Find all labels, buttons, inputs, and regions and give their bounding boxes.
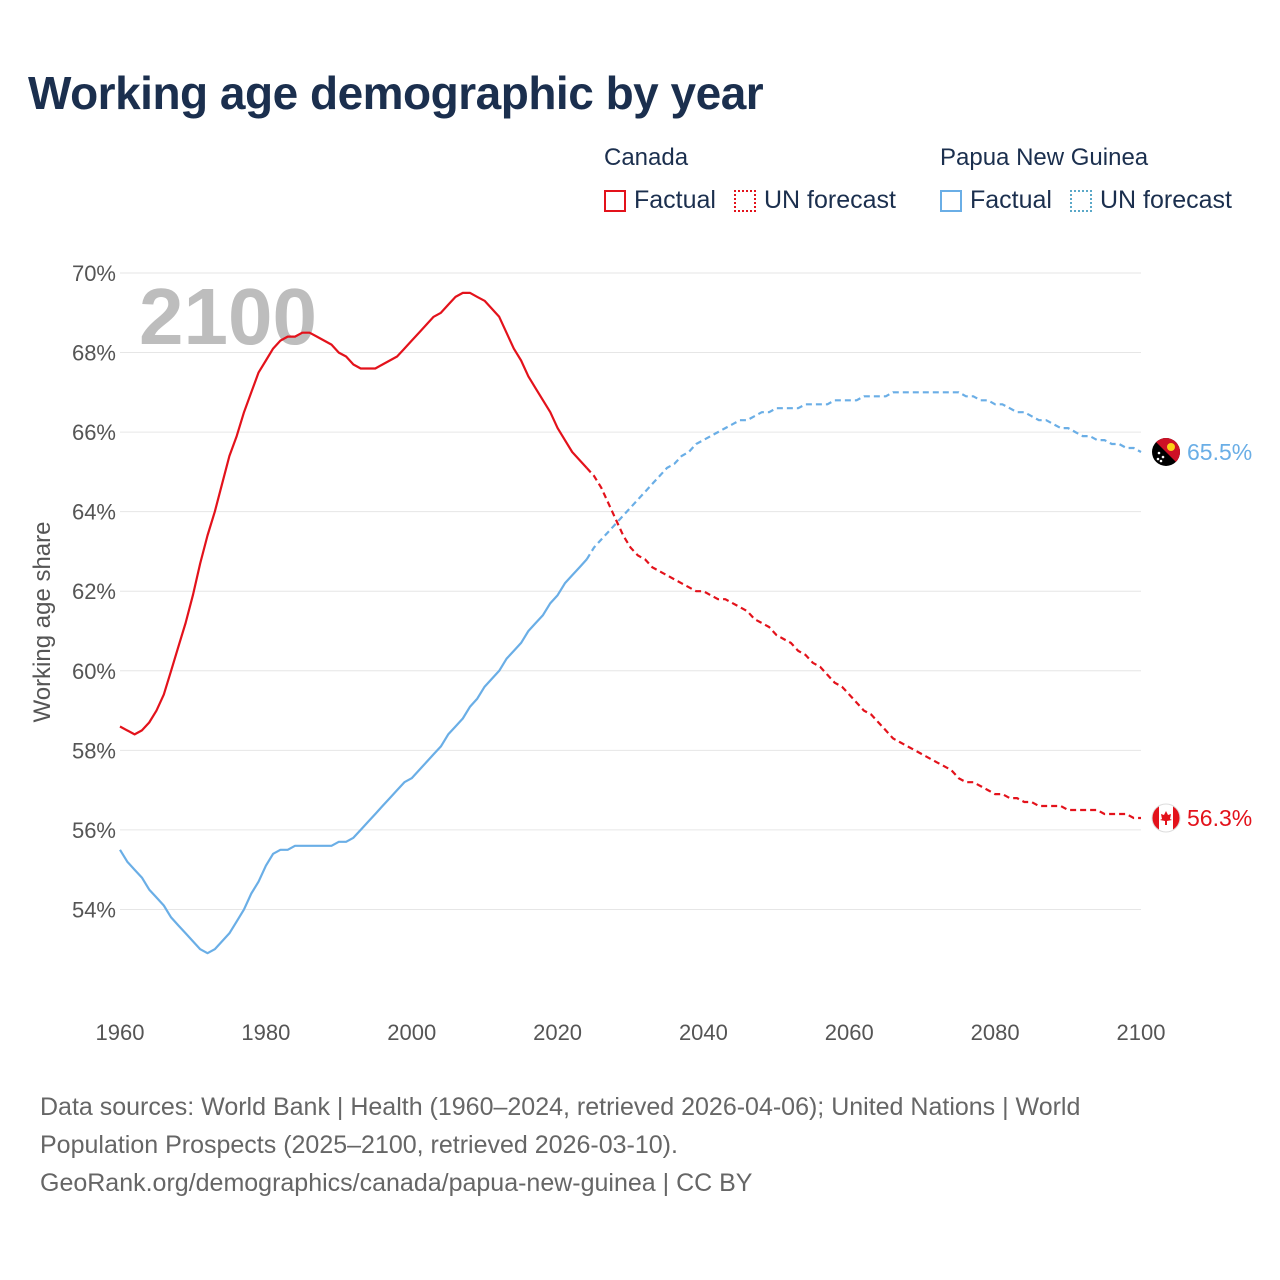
x-tick-2060: 2060	[825, 1020, 874, 1045]
y-tick-64: 64%	[72, 500, 116, 525]
y-tick-62: 62%	[72, 579, 116, 604]
legend-label: UN forecast	[763, 186, 896, 214]
canada-end-label: 56.3%	[1187, 805, 1252, 831]
legend-png-factual[interactable]: Factual	[940, 186, 1052, 215]
line-chart: 54% 56% 58% 60% 62% 64% 66% 68% 70% 1960 1980 2000…	[29, 261, 1252, 1045]
legend-swatch-solid	[604, 189, 626, 212]
png-end-label: 65.5%	[1187, 439, 1252, 465]
legend-canada: Canada Factual UN forecast	[604, 144, 914, 215]
footer: Data sources: World Bank | Health (1960–…	[40, 1088, 1240, 1202]
y-tick-54: 54%	[72, 897, 116, 922]
legend-label: Factual	[970, 186, 1052, 214]
x-tick-2020: 2020	[533, 1020, 582, 1045]
legend-png-forecast[interactable]: UN forecast	[1069, 186, 1232, 215]
footer-link[interactable]: GeoRank.org/demographics/canada/papua-ne…	[40, 1169, 753, 1197]
footer-sources-2: Population Prospects (2025–2100, retriev…	[40, 1131, 678, 1159]
page-title: Working age demographic by year	[28, 67, 764, 119]
x-tick-2080: 2080	[971, 1020, 1020, 1045]
y-tick-68: 68%	[72, 341, 116, 366]
png-flag-icon	[1152, 438, 1180, 466]
legend-swatch-solid	[940, 189, 962, 212]
y-tick-66: 66%	[72, 420, 116, 445]
x-tick-2000: 2000	[387, 1020, 436, 1045]
legend-canada-name: Canada	[604, 144, 689, 171]
legend-canada-factual[interactable]: Factual	[604, 186, 716, 215]
legend-label: Factual	[634, 186, 716, 214]
canada-factual-line	[119, 291, 588, 736]
legend-swatch-dotted	[1069, 189, 1092, 212]
year-indicator: 2100	[139, 272, 317, 361]
grid-lines	[120, 272, 1141, 910]
x-tick-labels: 1960 1980 2000 2020 2040 2060 2080 2100	[96, 1020, 1166, 1045]
y-tick-60: 60%	[72, 659, 116, 684]
x-tick-1980: 1980	[241, 1020, 290, 1045]
png-forecast-line	[585, 391, 1142, 560]
canada-flag-icon	[1151, 803, 1181, 833]
legend-swatch-dotted	[733, 189, 756, 212]
legend-png: Papua New Guinea Factual UN forecast	[940, 144, 1232, 215]
y-tick-labels: 54% 56% 58% 60% 62% 64% 66% 68% 70%	[72, 261, 116, 922]
y-tick-58: 58%	[72, 738, 116, 763]
y-tick-70: 70%	[72, 261, 116, 286]
legend-label: UN forecast	[1099, 186, 1232, 214]
series-lines	[119, 291, 1142, 955]
canada-forecast-line	[585, 467, 1141, 820]
series-end-markers: 56.3% 65.5%	[1151, 438, 1252, 833]
legend-png-name: Papua New Guinea	[940, 144, 1149, 171]
y-tick-56: 56%	[72, 818, 116, 843]
png-factual-line	[119, 558, 588, 955]
legend-canada-forecast[interactable]: UN forecast	[733, 186, 896, 215]
x-tick-2040: 2040	[679, 1020, 728, 1045]
footer-sources-1: Data sources: World Bank | Health (1960–…	[40, 1093, 1081, 1121]
y-axis-label: Working age share	[29, 522, 56, 723]
x-tick-2100: 2100	[1117, 1020, 1166, 1045]
x-tick-1960: 1960	[96, 1020, 145, 1045]
